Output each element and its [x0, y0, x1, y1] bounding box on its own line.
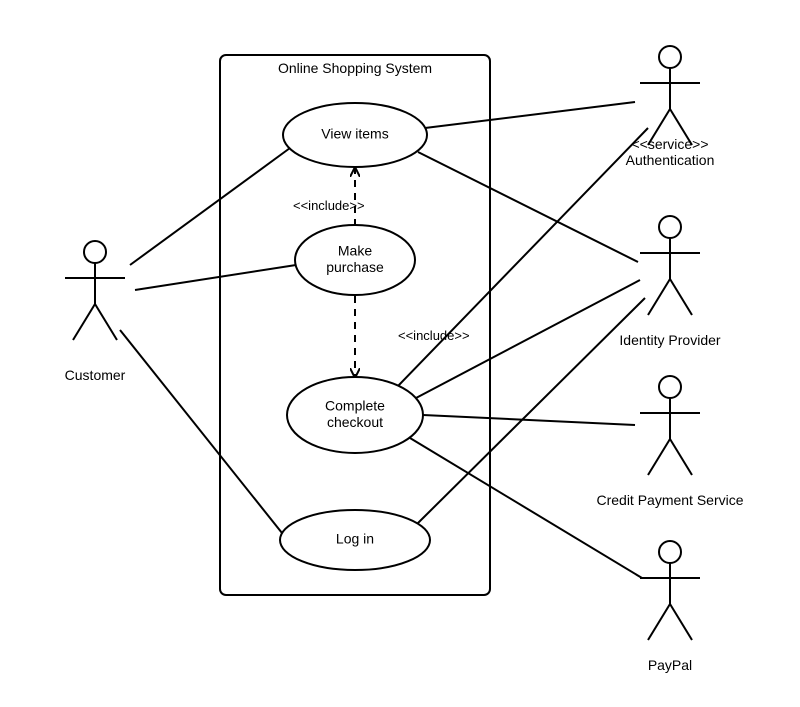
actor-label-authentication: Authentication	[626, 152, 715, 168]
edge-label-make-view: <<include>>	[293, 198, 365, 213]
edge-cust-make	[135, 265, 296, 290]
edge-view-ident	[418, 152, 638, 262]
usecase-checkout: Completecheckout	[287, 377, 423, 453]
actor-authentication: <<service>>Authentication	[626, 46, 715, 168]
svg-text:View items: View items	[321, 126, 388, 142]
actor-paypal: PayPal	[640, 541, 700, 673]
edge-cust-view	[130, 148, 290, 265]
usecase-view: View items	[283, 103, 427, 167]
usecase-make: Makepurchase	[295, 225, 415, 295]
usecase-label-login: Log in	[336, 531, 374, 547]
actor-label-identity: Identity Provider	[619, 332, 720, 348]
actor-credit: Credit Payment Service	[596, 376, 743, 508]
actor-label-paypal: PayPal	[648, 657, 692, 673]
actor-label-customer: Customer	[65, 367, 126, 383]
actor-stereotype-authentication: <<service>>	[631, 136, 708, 152]
edge-label-make-checkout: <<include>>	[398, 328, 470, 343]
edge-chk-credit	[423, 415, 635, 425]
svg-text:purchase: purchase	[326, 259, 384, 275]
edge-view-auth	[425, 102, 635, 128]
system-boundary-label: Online Shopping System	[278, 60, 432, 76]
edge-cust-login	[120, 330, 282, 533]
svg-text:Complete: Complete	[325, 398, 385, 414]
actor-customer: Customer	[65, 241, 126, 383]
svg-text:Make: Make	[338, 243, 372, 259]
usecase-login: Log in	[280, 510, 430, 570]
usecase-label-checkout: Completecheckout	[325, 398, 385, 430]
svg-text:Log in: Log in	[336, 531, 374, 547]
actor-label-credit: Credit Payment Service	[596, 492, 743, 508]
edge-chk-paypal	[410, 438, 642, 578]
use-case-diagram: Online Shopping System <<include>> <<incl…	[0, 0, 800, 707]
svg-text:checkout: checkout	[327, 414, 383, 430]
edge-chk-auth	[398, 128, 648, 386]
usecase-label-view: View items	[321, 126, 388, 142]
